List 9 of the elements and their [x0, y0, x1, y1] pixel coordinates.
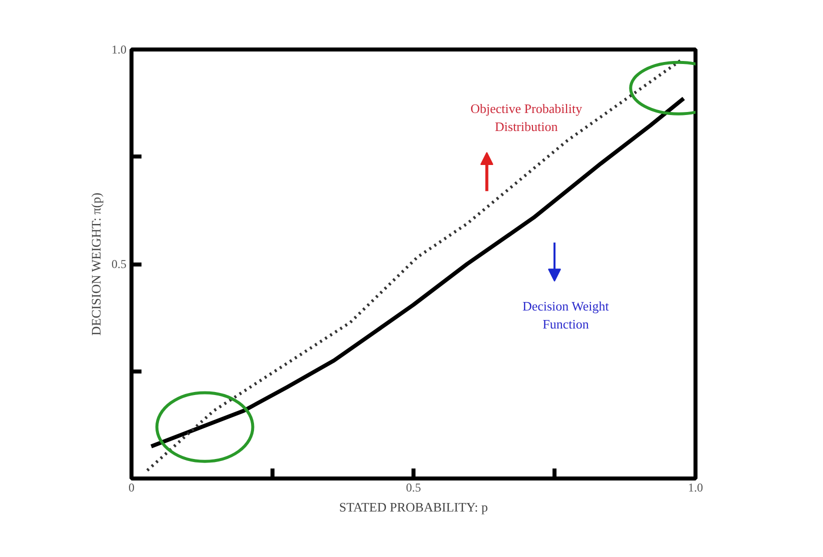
- annotation: Objective Probability Distribution: [470, 100, 583, 134]
- annotation: Decision Weight Function: [522, 298, 610, 332]
- x-tick-label: 1.0: [688, 480, 703, 494]
- y-axis-title: DECISION WEIGHT: π(p): [88, 192, 104, 336]
- x-axis-title: STATED PROBABILITY: p: [339, 500, 488, 514]
- line-series: [149, 96, 686, 448]
- line-series: [146, 59, 682, 472]
- x-tick-label: 0: [128, 480, 134, 494]
- x-tick-label: 0.5: [406, 480, 421, 494]
